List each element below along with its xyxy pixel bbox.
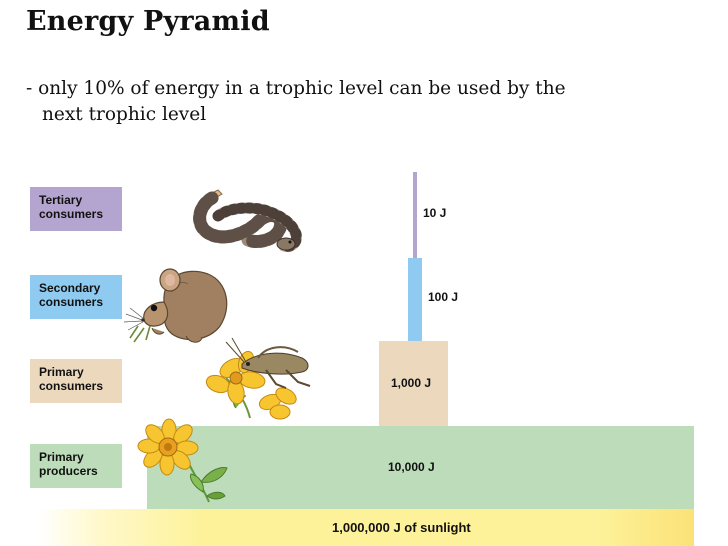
primary-consumers-bar xyxy=(379,341,448,426)
producers-bar xyxy=(147,426,694,509)
snake-icon xyxy=(193,189,302,252)
label-line: consumers xyxy=(39,379,104,393)
mouse-icon xyxy=(123,268,228,343)
sunlight-band xyxy=(38,509,694,546)
bullet-text: - only 10% of energy in a trophic level … xyxy=(26,76,666,128)
label-tertiary-consumers: Tertiary consumers xyxy=(30,187,122,231)
bullet-line-1: - only 10% of energy in a trophic level … xyxy=(26,78,566,99)
label-line: Primary xyxy=(39,365,84,379)
sunlight-label: 1,000,000 J of sunlight xyxy=(332,520,471,535)
label-line: Secondary xyxy=(39,281,101,295)
grasshopper-icon xyxy=(205,337,311,420)
energy-value-secondary: 100 J xyxy=(428,290,459,304)
label-line: consumers xyxy=(39,295,104,309)
page-title: Energy Pyramid xyxy=(26,6,270,37)
bullet-line-2: next trophic level xyxy=(42,104,207,125)
secondary-consumers-bar xyxy=(408,258,422,341)
label-line: Primary xyxy=(39,450,84,464)
flower-icon xyxy=(137,418,228,503)
label-line: consumers xyxy=(39,207,104,221)
label-line: Tertiary xyxy=(39,193,83,207)
energy-value-tertiary: 10 J xyxy=(423,206,447,220)
energy-value-producers: 10,000 J xyxy=(388,460,435,474)
label-primary-consumers: Primary consumers xyxy=(30,359,122,403)
tertiary-consumers-bar xyxy=(413,172,417,258)
label-line: producers xyxy=(39,464,98,478)
label-secondary-consumers: Secondary consumers xyxy=(30,275,122,319)
energy-value-primary-consumers: 1,000 J xyxy=(391,376,432,390)
label-primary-producers: Primary producers xyxy=(30,444,122,488)
